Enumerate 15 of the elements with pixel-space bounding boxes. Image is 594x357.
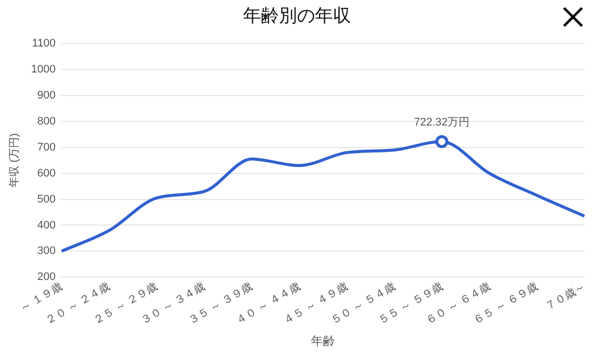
- y-tick-label: 1100: [32, 38, 56, 50]
- y-axis-title: 年収 (万円): [8, 133, 21, 188]
- y-tick-label: 900: [37, 90, 56, 102]
- y-tick-label: 700: [37, 141, 56, 154]
- y-tick-label: 200: [37, 271, 56, 284]
- y-tick-label: 800: [37, 115, 56, 128]
- x-tick-label: ７０歳～: [542, 280, 588, 314]
- y-tick-label: 300: [37, 245, 56, 258]
- x-axis-title: 年齢: [311, 334, 336, 348]
- y-tick-label: 400: [37, 219, 56, 232]
- chart-title: 年齢別の年収: [243, 5, 351, 26]
- y-tick-label: 600: [37, 167, 56, 180]
- data-label: 722.32万円: [414, 116, 470, 129]
- y-tick-label: 500: [37, 193, 56, 206]
- y-tick-label: 1000: [31, 64, 56, 76]
